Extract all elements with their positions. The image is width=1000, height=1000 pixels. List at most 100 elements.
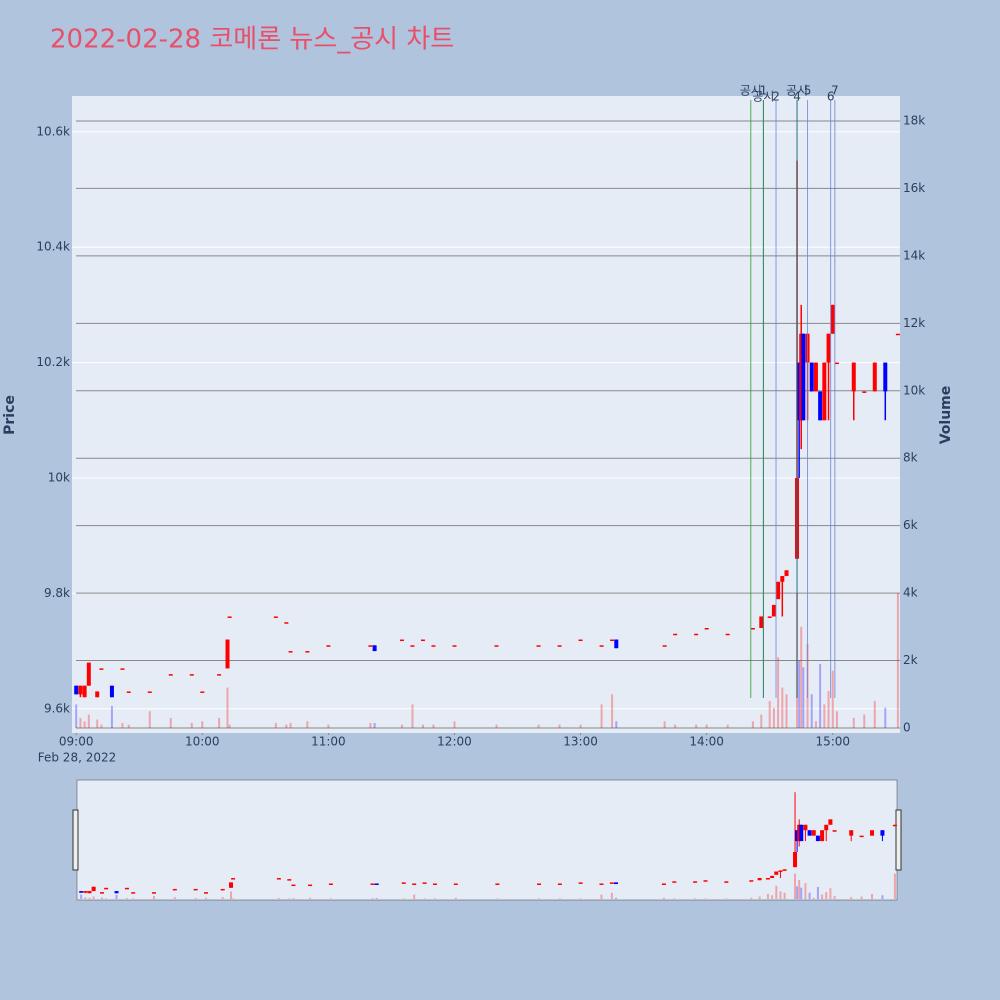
candle-body [326,645,331,647]
slider-volume-bar [230,891,233,900]
x-date-label: Feb 28, 2022 [38,751,117,765]
y2-axis-title: Volume [938,386,954,445]
slider-volume-bar [871,893,874,900]
volume-bar [819,663,822,729]
slider-volume-bar [662,897,665,900]
slider-candle-body [291,884,296,887]
candle-body [284,622,289,624]
slider-volume-bar [205,897,208,900]
y2-tick-label: 8k [903,451,918,465]
slider-handle[interactable] [895,809,902,871]
candle-body [126,691,131,693]
slider-candle-body [892,824,897,827]
slider-candle-body [287,879,292,881]
slider-volume-bar [783,892,786,900]
candle-body [557,645,562,647]
volume-bar [96,719,99,729]
news-marker-label: 공시 [786,84,808,98]
slider-volume-bar [402,898,405,900]
y-tick-label: 10.6k [36,124,70,138]
volume-bar [110,706,113,729]
slider-candle-body [229,882,234,888]
y2-tick-label: 14k [903,248,925,262]
slider-candle-body [370,883,375,885]
candle-body [536,645,541,647]
candle-body [410,645,415,647]
candle-body [673,633,678,636]
volume-bar [83,721,86,729]
news-marker-label: 6 [827,90,835,104]
slider-volume-bar [725,898,728,900]
slider-volume-bar [232,898,235,900]
candle-body [799,333,804,421]
candle-body [227,616,232,618]
candle-body [759,616,764,628]
candle-body [834,362,839,365]
slider-candle-body [152,892,157,894]
news-marker-label: 2 [772,90,780,104]
slider-volume-bar [80,894,83,900]
slider-candle-body [495,883,500,885]
candle-body [86,662,91,686]
candle-body [288,651,293,653]
candle-body [813,362,818,392]
news-marker-label: 공시 [740,84,762,98]
chart-title: 2022-02-28 코메론 뉴스_공시 차트 [50,25,454,55]
volume-bar [79,717,82,729]
slider-volume-bar [881,895,884,900]
slider-volume-bar [413,894,416,900]
slider-handle[interactable] [72,809,79,871]
candle-body [809,362,814,392]
volume-bar [835,711,838,729]
candle-body [822,362,827,421]
candle-body [704,627,709,630]
volume-bar [674,724,677,729]
volume-bar [306,721,309,729]
candle-body [771,604,776,617]
slider-candle-body [672,881,677,883]
slider-volume-bar [796,886,799,900]
volume-bar [615,721,618,729]
range-slider[interactable] [76,779,898,901]
candle-body [578,639,583,642]
slider-volume-bar [132,898,135,900]
volume-bar [873,701,876,729]
slider-candle-body [83,891,88,893]
candle-body [420,639,425,642]
slider-volume-bar [88,897,91,900]
slider-volume-bar [105,898,108,900]
candle-body [797,362,802,421]
slider-volume-bar [766,893,769,900]
slider-volume-bar [694,898,697,900]
volume-bar [810,694,813,729]
candle-body [189,674,194,676]
candle-body [599,645,604,647]
volume-bar [814,721,817,729]
volume-bar [726,724,729,729]
candle-body [368,645,373,647]
slider-volume-bar [153,895,156,900]
volume-bar [781,687,784,729]
slider-volume-bar [115,894,118,900]
y-tick-label: 9.8k [44,586,70,600]
slider-candle-body [832,830,837,832]
slider-candle-body [778,870,783,872]
candle-body [78,685,83,695]
news-marker-label: 7 [831,84,839,98]
slider-candle-body [774,871,779,875]
volume-bar [831,670,834,729]
slider-candle-body [614,882,619,885]
volume-bar [777,657,780,729]
candle-body [776,581,781,600]
candle-body [372,645,377,652]
y2-tick-label: 16k [903,181,925,195]
slider-candle-body [537,883,542,885]
volume-bar [705,724,708,729]
candle-body [614,639,619,649]
slider-volume-bar [292,898,295,900]
y-tick-label: 10k [48,470,70,484]
candle-body [305,651,310,653]
news-marker-label: 4 [793,90,801,104]
candle-body [767,616,772,618]
slider-candle-body [749,880,754,882]
